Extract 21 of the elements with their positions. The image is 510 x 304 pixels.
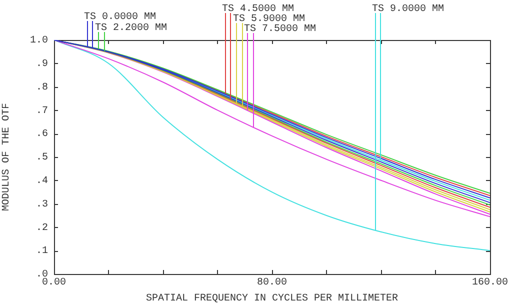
text: TS 0.0000 MM bbox=[84, 12, 156, 23]
y-axis-title: MODULUS OF THE OTF bbox=[2, 102, 13, 212]
y-tick-label: .1 bbox=[36, 246, 48, 258]
y-tick-label: .3 bbox=[36, 199, 48, 210]
y-tick-label: .8 bbox=[36, 82, 48, 94]
x-tick-label: 0.00 bbox=[42, 278, 66, 289]
series-label: TS 2.2000 MM bbox=[95, 23, 168, 34]
y-tick-label: 1.0 bbox=[30, 36, 48, 47]
y-tick-label: .9 bbox=[36, 59, 48, 70]
text: TS 4.5000 MM bbox=[222, 4, 294, 15]
y-tick-label: .7 bbox=[36, 106, 48, 117]
text: TS 5.9000 MM bbox=[233, 14, 306, 25]
x-tick-label: 80.00 bbox=[256, 278, 288, 289]
y-tick-label: .5 bbox=[36, 152, 48, 164]
text: TS 9.0000 MM bbox=[372, 4, 444, 15]
x-axis-title: SPATIAL FREQUENCY IN CYCLES PER MILLIMETER bbox=[146, 294, 398, 304]
y-tick-label: .4 bbox=[36, 176, 48, 188]
y-tick-label: .6 bbox=[36, 129, 48, 140]
y-tick-label: .2 bbox=[36, 222, 48, 234]
text: TS 7.5000 MM bbox=[244, 24, 316, 35]
x-tick-label: 160.00 bbox=[472, 278, 508, 289]
